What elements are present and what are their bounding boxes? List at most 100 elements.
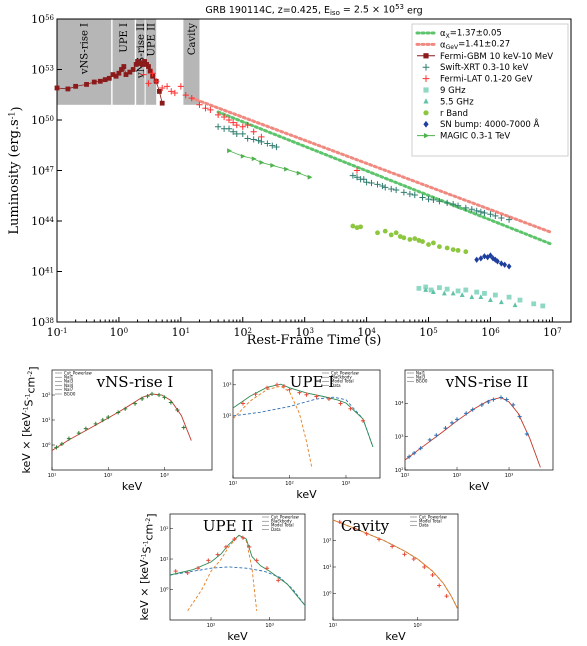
data-point <box>498 260 504 267</box>
phase-band-4 <box>183 19 200 105</box>
spectrum-data-point <box>304 392 309 397</box>
data-point <box>437 285 442 291</box>
panel-y-tick-label: 103 <box>223 382 232 389</box>
spectrum-data-point <box>443 426 448 431</box>
data-point <box>487 211 494 218</box>
spectrum-data-point <box>498 395 504 400</box>
legend-swatch <box>423 53 429 59</box>
data-point <box>153 78 160 85</box>
legend-label-7: MAGIC 0.3-1 TeV <box>440 132 510 142</box>
data-point <box>425 195 432 203</box>
panel-legend-label: Blackbody <box>331 375 352 380</box>
data-point <box>145 80 152 87</box>
phase-label-0: vNS-rise I <box>80 23 91 75</box>
spectrum-data-point <box>66 436 72 441</box>
data-point <box>450 247 456 252</box>
data-point <box>444 245 450 251</box>
data-point <box>296 170 302 176</box>
data-point <box>106 75 112 81</box>
spectrum-data-point <box>181 425 186 430</box>
spectrum-data-point <box>434 433 439 438</box>
panel-frame <box>332 513 459 621</box>
spectrum-data-point <box>132 401 138 406</box>
spectrum-data-point <box>145 394 150 399</box>
data-point <box>462 204 469 212</box>
panel-frame <box>169 513 306 621</box>
data-point <box>273 143 280 151</box>
panel-x-tick-label: 102 <box>413 622 422 629</box>
panel-x-label: keV <box>385 630 406 643</box>
main-y-label: Luminosity (erg.s-1) <box>7 106 24 234</box>
panel-frame <box>404 369 554 471</box>
spectrum-data-point <box>504 397 509 402</box>
data-point <box>353 174 361 181</box>
data-point <box>250 136 257 143</box>
legend-swatch <box>423 87 429 93</box>
data-point <box>353 167 361 174</box>
spectrum-data-point <box>123 406 128 411</box>
data-point <box>488 297 493 303</box>
panel-legend-label: Model Total <box>331 379 354 384</box>
spectrum-data-point <box>486 399 491 405</box>
legend-box <box>411 23 569 157</box>
panel-legend-label: Data <box>419 523 429 528</box>
series-3 <box>416 284 546 309</box>
x-tick-label-6: 105 <box>419 326 437 339</box>
panel-legend-label: NaI4 <box>64 383 74 388</box>
data-point <box>374 181 381 188</box>
legend-swatch <box>423 110 429 116</box>
series-4 <box>423 287 518 308</box>
legend-swatch <box>423 98 429 104</box>
panel-frame <box>51 369 213 471</box>
panel-legend-label: Cut_Powerlaw <box>64 370 93 375</box>
data-point <box>259 160 265 165</box>
panel-frame <box>232 369 381 479</box>
spectrum-data-point <box>437 583 442 588</box>
powerlaw-fit-1 <box>190 96 554 235</box>
data-point <box>492 292 498 298</box>
spectrum-data-point <box>281 384 287 389</box>
panel-title: Cavity <box>341 517 390 535</box>
data-point <box>188 94 195 102</box>
data-point <box>202 105 209 112</box>
panel-legend-label: Blackbody <box>271 519 292 524</box>
data-point <box>428 287 434 293</box>
data-point <box>116 70 122 76</box>
panel-legend-label: BGO0 <box>64 391 76 396</box>
panel-title: vNS-rise II <box>445 373 529 391</box>
data-point <box>488 252 493 259</box>
data-point <box>450 290 456 296</box>
data-point <box>468 206 475 213</box>
data-point <box>379 182 386 190</box>
data-point <box>406 190 413 198</box>
data-point <box>400 189 407 196</box>
spectrum-data-point <box>430 572 435 578</box>
data-point <box>251 156 257 162</box>
data-point <box>388 232 394 238</box>
data-point <box>463 287 469 293</box>
series-2 <box>140 70 361 174</box>
data-point <box>441 290 447 296</box>
phase-label-2: vNS-rise II <box>136 23 147 79</box>
data-point <box>482 291 487 296</box>
spectrum-data-point <box>337 519 342 525</box>
panel-legend-label: Cut_Powerlaw <box>331 370 360 375</box>
spectrum-data-point <box>364 531 369 536</box>
data-point <box>119 67 124 72</box>
legend-label-4: 5.5 GHz <box>440 97 474 107</box>
spectrum-data-point <box>76 430 81 436</box>
data-point <box>239 123 246 130</box>
spectrum-data-point <box>59 441 64 447</box>
panel-y-tick-label: 102 <box>395 467 404 474</box>
y-tick-label-2: 1044 <box>31 215 54 228</box>
data-point <box>502 261 508 268</box>
panel-x-tick-label: 101 <box>401 472 410 479</box>
spectrum-data-point <box>106 415 111 420</box>
data-point <box>182 92 189 99</box>
data-point <box>102 77 108 83</box>
data-point <box>455 247 461 253</box>
data-point <box>121 64 127 69</box>
data-point <box>240 153 246 159</box>
